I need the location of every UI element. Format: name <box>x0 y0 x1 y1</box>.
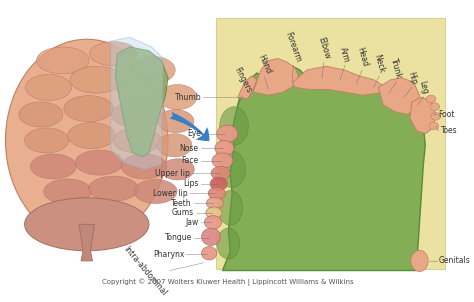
Ellipse shape <box>68 123 116 149</box>
Ellipse shape <box>64 96 114 122</box>
Ellipse shape <box>215 140 234 156</box>
Text: Face: Face <box>182 156 199 165</box>
Ellipse shape <box>121 154 167 179</box>
Text: Arm: Arm <box>338 46 351 63</box>
Ellipse shape <box>157 134 192 157</box>
FancyBboxPatch shape <box>216 18 446 268</box>
Polygon shape <box>238 76 257 99</box>
Ellipse shape <box>134 179 177 204</box>
Text: Teeth: Teeth <box>171 199 192 207</box>
Ellipse shape <box>219 107 248 145</box>
Ellipse shape <box>201 228 220 246</box>
Ellipse shape <box>6 39 168 242</box>
Text: Leg: Leg <box>417 80 429 95</box>
Text: Genitals: Genitals <box>438 256 470 265</box>
Polygon shape <box>292 66 383 95</box>
Polygon shape <box>410 97 436 134</box>
Text: Head: Head <box>355 47 369 68</box>
Ellipse shape <box>201 246 217 260</box>
Ellipse shape <box>132 56 175 84</box>
Text: Toes: Toes <box>440 126 457 135</box>
Text: Jaw: Jaw <box>185 218 199 227</box>
Ellipse shape <box>25 198 149 251</box>
Ellipse shape <box>36 47 89 74</box>
Polygon shape <box>253 59 299 95</box>
Text: Trunk: Trunk <box>390 57 404 80</box>
Ellipse shape <box>212 153 233 169</box>
Ellipse shape <box>158 85 197 110</box>
Polygon shape <box>378 78 419 114</box>
Ellipse shape <box>70 66 123 93</box>
Text: Neck: Neck <box>373 53 386 74</box>
Ellipse shape <box>26 74 72 101</box>
Ellipse shape <box>157 110 194 133</box>
Polygon shape <box>116 47 168 157</box>
Ellipse shape <box>114 128 161 153</box>
Ellipse shape <box>161 159 194 180</box>
Ellipse shape <box>204 216 221 229</box>
Ellipse shape <box>118 76 167 102</box>
Ellipse shape <box>429 122 438 130</box>
Ellipse shape <box>30 154 76 179</box>
Text: Hand: Hand <box>256 53 273 75</box>
Ellipse shape <box>431 112 440 120</box>
Ellipse shape <box>210 177 228 191</box>
Ellipse shape <box>219 151 246 188</box>
Text: Fingers: Fingers <box>232 66 253 94</box>
Text: Intra-abdominal: Intra-abdominal <box>121 244 168 297</box>
Ellipse shape <box>217 125 238 142</box>
Ellipse shape <box>217 228 240 259</box>
Text: Hip: Hip <box>406 71 418 85</box>
Text: Tongue: Tongue <box>164 233 192 242</box>
Ellipse shape <box>19 102 63 127</box>
Text: Elbow: Elbow <box>316 36 331 60</box>
Ellipse shape <box>25 128 69 153</box>
Text: Thumb: Thumb <box>175 93 201 101</box>
Ellipse shape <box>75 150 123 175</box>
Text: Forearm: Forearm <box>283 31 303 63</box>
Ellipse shape <box>89 176 138 201</box>
Ellipse shape <box>208 187 226 200</box>
Ellipse shape <box>206 207 222 219</box>
Polygon shape <box>110 37 163 169</box>
Ellipse shape <box>426 95 436 103</box>
Text: Copyright © 2007 Wolters Kluwer Health | Lippincott Williams & Wilkins: Copyright © 2007 Wolters Kluwer Health |… <box>101 278 353 286</box>
Ellipse shape <box>44 179 91 204</box>
Text: Eye: Eye <box>188 129 201 138</box>
Text: Lower lip: Lower lip <box>154 189 188 198</box>
Text: Nose: Nose <box>180 144 199 153</box>
Ellipse shape <box>211 166 230 180</box>
Ellipse shape <box>206 197 224 209</box>
Text: Foot: Foot <box>438 110 455 119</box>
Text: Lips: Lips <box>183 179 199 188</box>
Ellipse shape <box>430 103 439 111</box>
Ellipse shape <box>90 42 137 66</box>
Ellipse shape <box>411 250 428 271</box>
Text: Upper lip: Upper lip <box>155 169 190 178</box>
Text: Gums: Gums <box>172 208 194 217</box>
Polygon shape <box>79 224 94 261</box>
Ellipse shape <box>218 191 243 225</box>
Text: Pharynx: Pharynx <box>153 250 184 259</box>
Polygon shape <box>223 66 425 271</box>
Ellipse shape <box>111 101 161 127</box>
